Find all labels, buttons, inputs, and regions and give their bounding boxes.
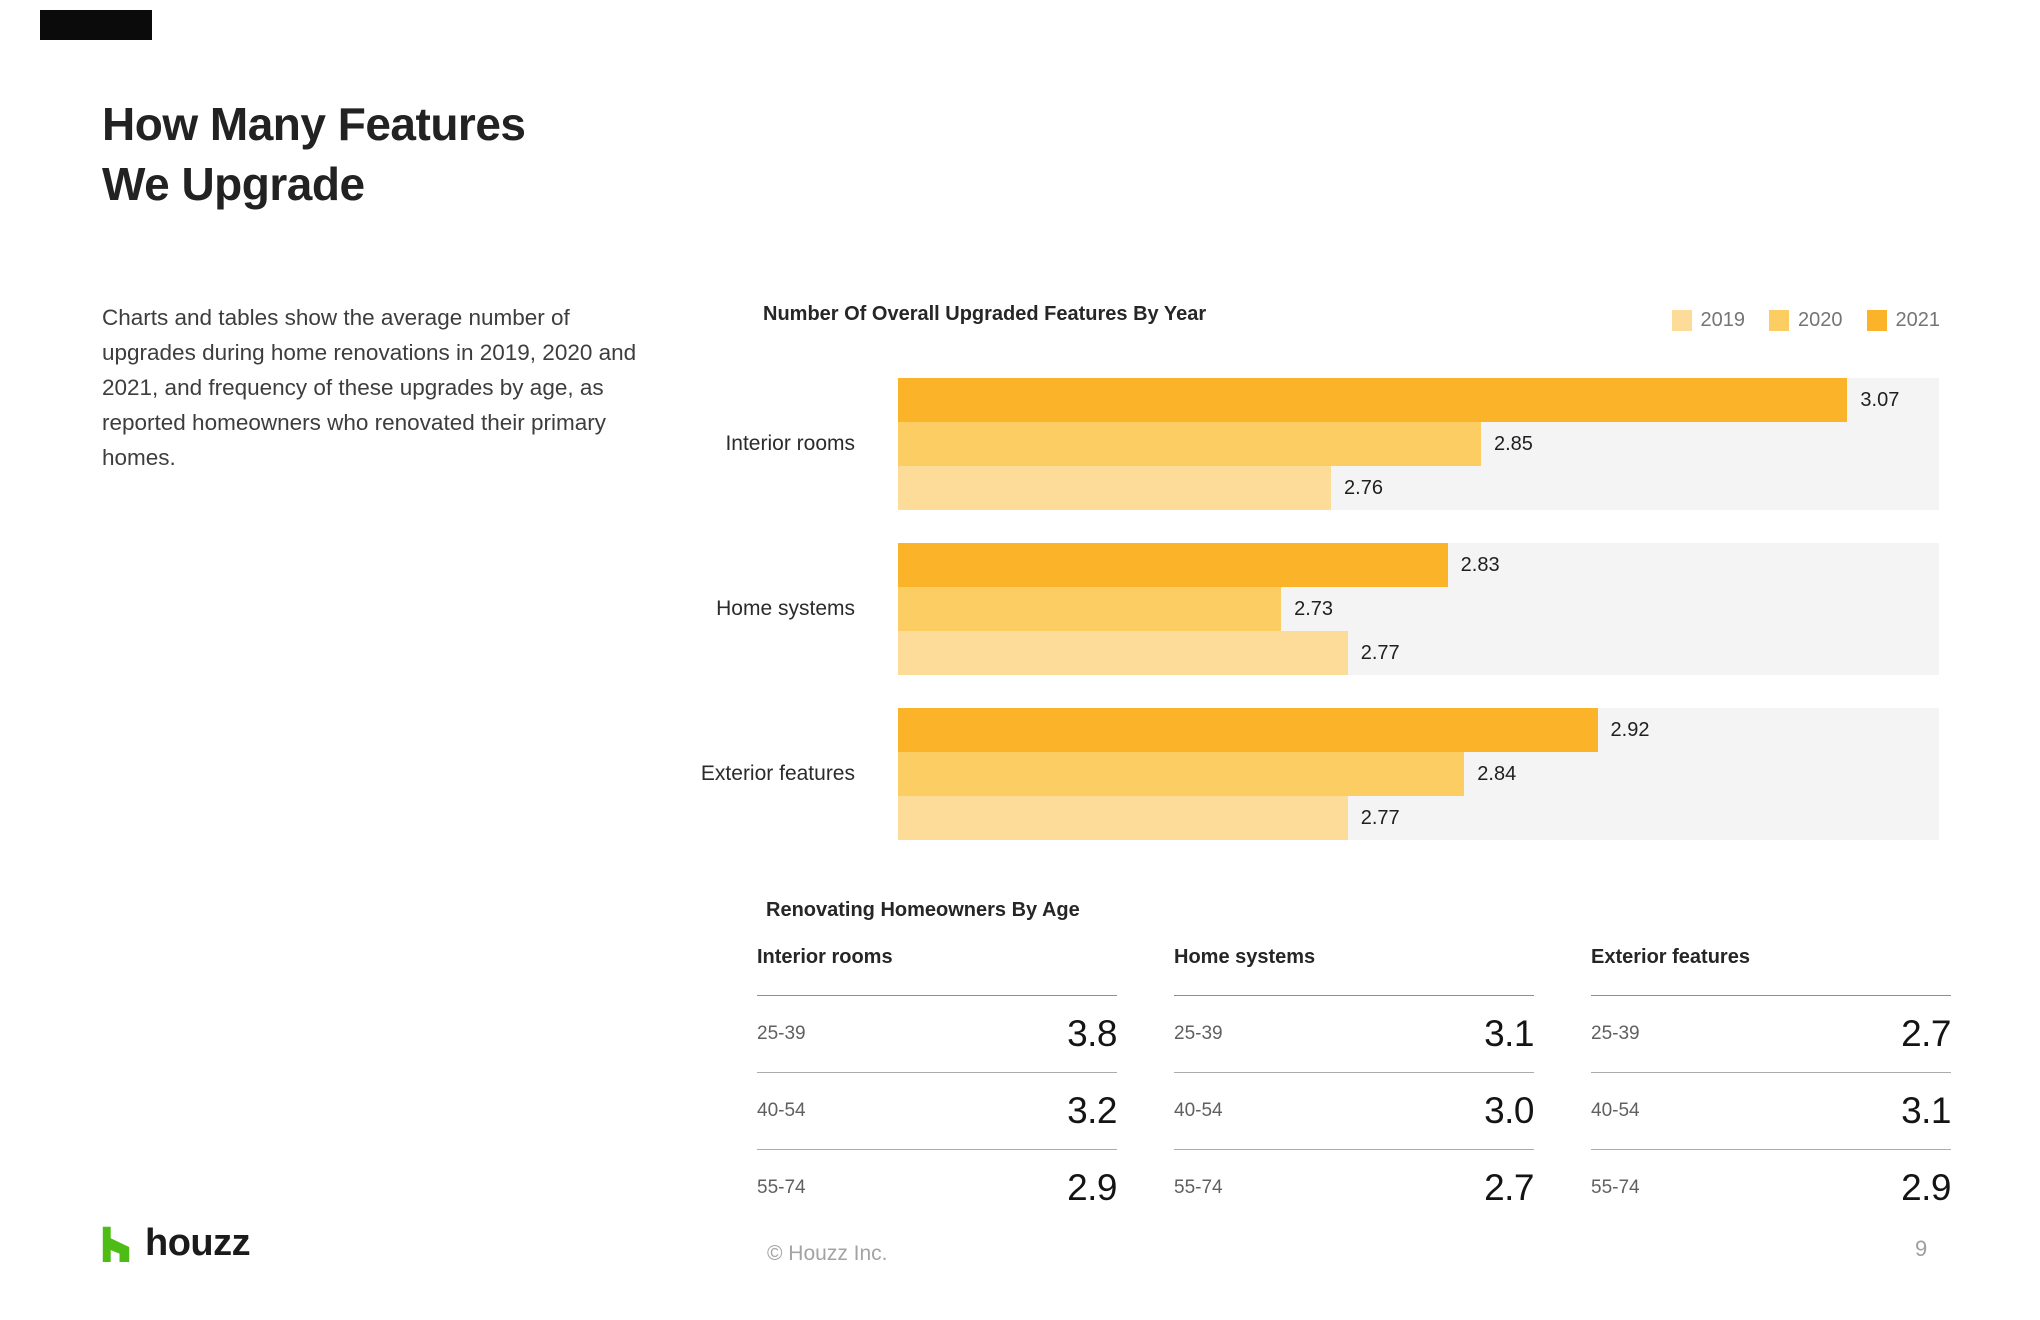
bar-2020 (898, 422, 1481, 466)
age-value: 3.8 (1067, 1013, 1117, 1054)
legend-swatch-2020-icon (1769, 310, 1789, 331)
bar-row-2019: 2.77 (898, 796, 1939, 840)
age-range-label: 40-54 (1174, 1100, 1223, 1121)
legend-swatch-2019-icon (1671, 310, 1692, 331)
page-title-line2: We Upgrade (102, 158, 365, 210)
age-section-title: Renovating Homeowners By Age (766, 899, 1080, 921)
bar-2020 (898, 752, 1465, 796)
age-value: 2.7 (1901, 1013, 1951, 1054)
age-value: 3.0 (1484, 1090, 1534, 1131)
bar-2019 (898, 631, 1348, 675)
bar-value: 2.76 (1344, 476, 1383, 499)
age-row: 55-74 2.9 (1591, 1150, 1951, 1226)
age-row: 40-54 3.1 (1591, 1073, 1951, 1150)
age-range-label: 25-39 (1174, 1023, 1223, 1044)
age-column-header: Interior rooms (757, 946, 1117, 996)
bar-row-2019: 2.76 (898, 466, 1939, 510)
legend-item-2021: 2021 (1866, 309, 1941, 332)
bar-chart: Interior rooms 3.07 2.85 2.76 Home syste… (102, 378, 1939, 840)
legend-label: 2021 (1895, 309, 1941, 331)
age-column-header: Exterior features (1591, 946, 1951, 996)
chart-title: Number Of Overall Upgraded Features By Y… (763, 303, 1207, 325)
bar-row-2020: 2.85 (898, 422, 1939, 466)
bar-row-2020: 2.73 (898, 587, 1939, 631)
bar-value: 2.84 (1477, 762, 1517, 785)
page-number: 9 (1915, 1236, 1928, 1261)
age-value: 3.2 (1067, 1090, 1117, 1131)
age-range-label: 40-54 (757, 1100, 806, 1121)
bar-row-2021: 3.07 (898, 378, 1939, 422)
age-range-label: 55-74 (757, 1177, 806, 1198)
age-value: 3.1 (1901, 1090, 1951, 1131)
bar-value: 2.73 (1294, 597, 1334, 620)
bar-row-2021: 2.92 (898, 708, 1939, 752)
age-row: 25-39 3.8 (757, 996, 1117, 1073)
corner-accent-bar (40, 10, 152, 40)
bar-group-exterior-features: Exterior features 2.92 2.84 2.77 (102, 708, 1939, 840)
age-row: 55-74 2.9 (757, 1150, 1117, 1226)
page-title: How Many Features We Upgrade (102, 94, 526, 214)
age-value: 3.1 (1484, 1013, 1534, 1054)
age-value: 2.7 (1484, 1167, 1534, 1208)
bar-group-label: Home systems (716, 597, 855, 620)
age-value: 2.9 (1067, 1167, 1117, 1208)
age-column-exterior-features: Exterior features 25-39 2.7 40-54 3.1 55… (1591, 946, 1951, 1226)
chart-legend: 2019 2020 2021 (1671, 309, 1941, 332)
houzz-house-icon (102, 1226, 130, 1262)
intro-text: Charts and tables show the average numbe… (102, 305, 637, 470)
bar-2019 (898, 796, 1348, 840)
age-range-label: 55-74 (1174, 1177, 1223, 1198)
age-range-label: 55-74 (1591, 1177, 1640, 1198)
age-row: 25-39 3.1 (1174, 996, 1534, 1073)
bar-track-column: 2.83 2.73 2.77 (898, 543, 1939, 675)
age-range-label: 25-39 (1591, 1023, 1640, 1044)
houzz-logo: houzz (100, 1222, 251, 1265)
bar-group-home-systems: Home systems 2.83 2.73 2.77 (102, 543, 1939, 675)
bar-2019 (898, 466, 1332, 510)
age-row: 25-39 2.7 (1591, 996, 1951, 1073)
bar-value: 2.77 (1360, 641, 1400, 664)
bar-row-2019: 2.77 (898, 631, 1939, 675)
houzz-wordmark: houzz (145, 1222, 251, 1264)
age-column-home-systems: Home systems 25-39 3.1 40-54 3.0 55-74 2… (1174, 946, 1534, 1226)
age-range-label: 40-54 (1591, 1100, 1640, 1121)
age-row: 40-54 3.0 (1174, 1073, 1534, 1150)
age-range-label: 25-39 (757, 1023, 806, 1044)
legend-item-2019: 2019 (1671, 309, 1746, 332)
age-row: 40-54 3.2 (757, 1073, 1117, 1150)
bar-2021 (898, 543, 1448, 587)
bar-2021 (898, 708, 1598, 752)
bar-group-label: Interior rooms (725, 432, 855, 455)
bar-track-column: 2.92 2.84 2.77 (898, 708, 1939, 840)
legend-swatch-2021-icon (1866, 310, 1887, 331)
legend-label: 2019 (1700, 309, 1746, 331)
bar-track-column: 3.07 2.85 2.76 (898, 378, 1939, 510)
bar-group-label: Exterior features (700, 762, 855, 785)
bar-value: 2.77 (1360, 806, 1400, 829)
bar-2021 (898, 378, 1848, 422)
bar-row-2021: 2.83 (898, 543, 1939, 587)
age-row: 55-74 2.7 (1174, 1150, 1534, 1226)
age-tables: Interior rooms 25-39 3.8 40-54 3.2 55-74… (757, 946, 1951, 1226)
bar-value: 2.85 (1493, 432, 1533, 455)
bar-2020 (898, 587, 1282, 631)
bar-row-2020: 2.84 (898, 752, 1939, 796)
legend-item-2020: 2020 (1769, 309, 1843, 332)
bar-value: 2.83 (1460, 553, 1500, 576)
age-column-interior-rooms: Interior rooms 25-39 3.8 40-54 3.2 55-74… (757, 946, 1117, 1226)
legend-label: 2020 (1798, 309, 1843, 331)
page-title-line1: How Many Features (102, 98, 526, 150)
copyright-text: © Houzz Inc. (767, 1242, 888, 1265)
bar-value: 2.92 (1610, 718, 1650, 741)
bar-value: 3.07 (1860, 388, 1900, 411)
bar-group-interior-rooms: Interior rooms 3.07 2.85 2.76 (102, 378, 1939, 510)
age-column-header: Home systems (1174, 946, 1534, 996)
age-value: 2.9 (1901, 1167, 1951, 1208)
